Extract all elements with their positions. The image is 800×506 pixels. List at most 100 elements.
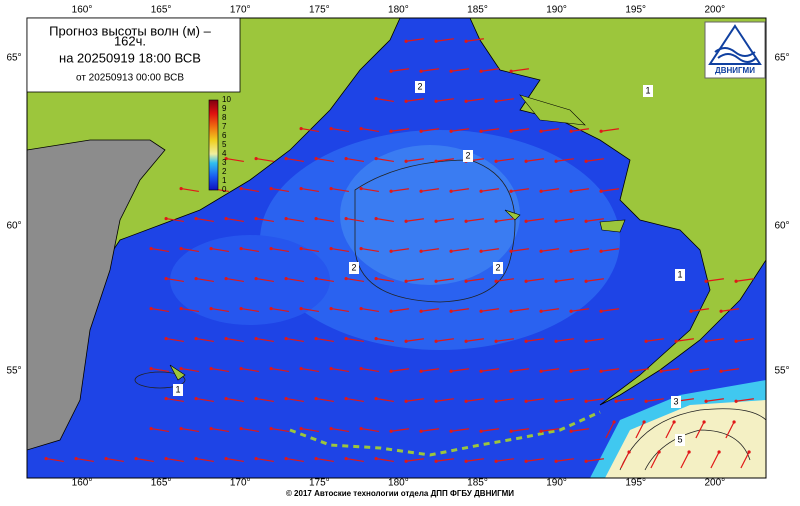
- arrow: [241, 247, 259, 253]
- arrow-head: [494, 459, 498, 463]
- arrow: [496, 398, 514, 402]
- arrow-head: [449, 129, 453, 133]
- arrow-head: [179, 246, 183, 251]
- lon-label: 200°: [704, 5, 725, 16]
- arrow-head: [584, 219, 588, 223]
- lat-label: 60°: [774, 221, 789, 232]
- arrow-head: [434, 219, 438, 223]
- arrow-head: [254, 396, 258, 401]
- map-frame: [26, 17, 767, 479]
- arrow: [541, 188, 559, 192]
- title: на 20250919 18:00 ВСВ: [59, 50, 201, 65]
- arrow-head: [434, 99, 438, 103]
- arrow-head: [464, 279, 468, 283]
- arrow: [586, 218, 604, 222]
- arrow: [181, 187, 199, 193]
- arrow-head: [674, 339, 678, 343]
- arrow: [496, 98, 514, 102]
- arrow: [586, 398, 604, 402]
- lon-label: 190°: [546, 5, 567, 16]
- arrow-head: [734, 339, 738, 343]
- arrow: [226, 277, 244, 283]
- arrow: [496, 338, 514, 342]
- arrow: [481, 428, 499, 432]
- arrow-head: [344, 336, 348, 341]
- arrow-head: [419, 369, 423, 373]
- arrow-head: [224, 216, 228, 221]
- arrow: [256, 217, 274, 223]
- arrow-head: [554, 159, 558, 163]
- arrow: [481, 308, 499, 312]
- arrow-head: [284, 276, 288, 281]
- arrow-head: [494, 339, 498, 343]
- arrow: [451, 428, 469, 432]
- arrow-head: [584, 159, 588, 163]
- arrow-head: [269, 246, 273, 251]
- arrow: [436, 278, 454, 282]
- arrow: [481, 68, 499, 72]
- arrow-head: [374, 96, 378, 101]
- arrow: [331, 307, 349, 313]
- arrow: [706, 278, 724, 282]
- arrow-head: [299, 186, 303, 191]
- arrow-head: [344, 276, 348, 281]
- arrow: [586, 338, 604, 342]
- contour-label: 2: [465, 150, 470, 160]
- arrow-head: [627, 450, 631, 454]
- arrow: [421, 368, 439, 372]
- arrow-head: [299, 426, 303, 431]
- arrow-head: [479, 249, 483, 253]
- arrow-head: [689, 369, 693, 373]
- arrow-head: [299, 366, 303, 371]
- arrow: [421, 128, 439, 132]
- arrow-head: [149, 306, 153, 311]
- arrow-head: [269, 366, 273, 371]
- arrow: [271, 367, 289, 373]
- arrow-head: [449, 249, 453, 253]
- lon-label: 185°: [467, 5, 488, 16]
- arrow-head: [464, 339, 468, 343]
- arrow-head: [239, 366, 243, 371]
- arrow-head: [389, 129, 393, 133]
- arrow: [361, 187, 379, 193]
- arrow: [196, 277, 214, 283]
- arrow: [556, 338, 574, 342]
- arrow: [241, 187, 259, 193]
- arrow-head: [554, 399, 558, 403]
- arrow: [436, 218, 454, 222]
- arrow-head: [224, 456, 228, 461]
- lon-label: 160°: [72, 478, 93, 489]
- arrow-head: [254, 276, 258, 281]
- arrow-head: [104, 456, 108, 461]
- arrow: [601, 248, 619, 252]
- arrow-head: [419, 429, 423, 433]
- arrow: [316, 217, 334, 223]
- arrow: [406, 38, 424, 42]
- arrow: [406, 98, 424, 102]
- arrow: [256, 397, 274, 403]
- arrow-head: [314, 336, 318, 341]
- arrow-head: [629, 369, 633, 373]
- arrow: [316, 397, 334, 403]
- arrow-head: [434, 159, 438, 163]
- arrow-head: [329, 126, 333, 131]
- arrow: [496, 158, 514, 162]
- contour-label-bg: [675, 434, 685, 446]
- arrow: [650, 451, 660, 469]
- arrow: [256, 337, 274, 343]
- arrow: [181, 427, 199, 433]
- arrow: [271, 247, 289, 253]
- lon-label: 195°: [625, 5, 646, 16]
- lon-label: 180°: [388, 478, 409, 489]
- arrow: [286, 277, 304, 283]
- arrow: [241, 307, 259, 313]
- arrow: [605, 421, 615, 439]
- arrow: [421, 308, 439, 312]
- arrow: [556, 458, 574, 462]
- arrow-head: [344, 156, 348, 161]
- arrow-head: [419, 69, 423, 73]
- arrow: [691, 368, 709, 372]
- arrow-head: [554, 219, 558, 223]
- arrows: [44, 38, 754, 469]
- arrow: [511, 428, 529, 432]
